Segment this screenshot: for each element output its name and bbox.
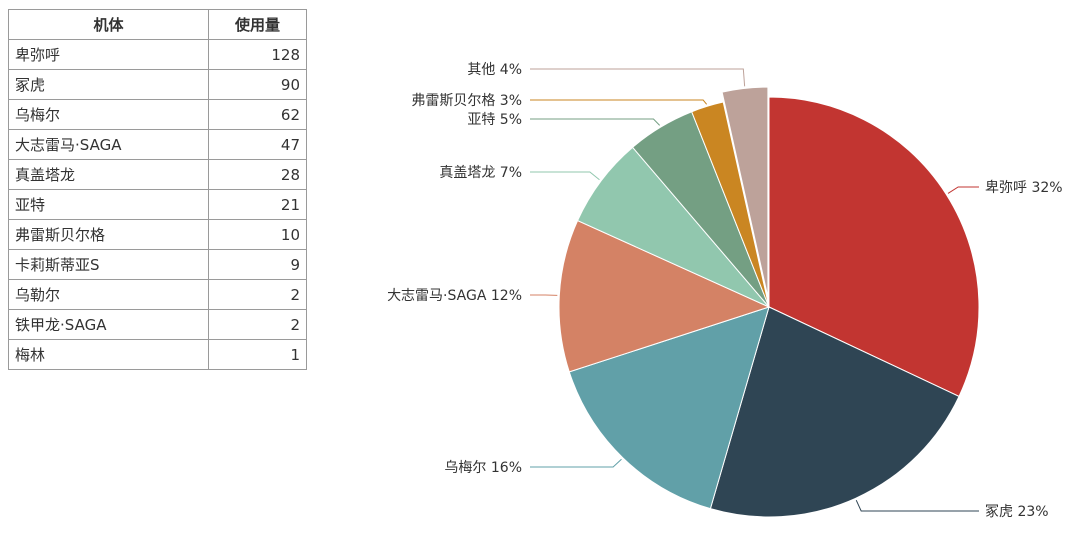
pie-slice — [568, 306, 770, 510]
slice-label-name: 亚特 — [467, 112, 495, 128]
slice-label: 卑弥呼 32% — [985, 179, 1063, 196]
leader-line — [855, 500, 979, 512]
leader-line — [530, 458, 622, 468]
pie-slice — [768, 96, 980, 398]
table-row: 冢虎 90 — [8, 69, 307, 100]
slice-label-percent: 7% — [500, 165, 522, 181]
row-name-cell: 梅林 — [8, 339, 209, 370]
row-count-cell: 47 — [208, 129, 307, 160]
row-name-cell: 乌梅尔 — [8, 99, 209, 130]
usage-table: 机体 使用量 卑弥呼 128 冢虎 90 乌梅尔 62 大志雷马·SAGA 47 真盖塔龙 28 亚… — [8, 9, 307, 370]
slice-label-percent: 16% — [491, 460, 522, 476]
row-name-cell: 真盖塔龙 — [8, 159, 209, 190]
table-row: 真盖塔龙 28 — [8, 159, 307, 190]
slice-label-name: 乌梅尔 — [444, 460, 486, 476]
column-header-count: 使用量 — [208, 9, 307, 40]
table-body: 卑弥呼 128 冢虎 90 乌梅尔 62 大志雷马·SAGA 47 真盖塔龙 28 亚特 21 弗雷斯贝… — [8, 39, 307, 370]
pie-slices — [558, 86, 980, 518]
pie-slice — [721, 86, 769, 298]
pie-slice — [558, 219, 771, 373]
slice-label-name: 其他 — [467, 62, 495, 78]
slice-label-percent: 5% — [500, 112, 522, 128]
row-name-cell: 卡莉斯蒂亚S — [8, 249, 209, 280]
row-count-cell: 2 — [208, 309, 307, 340]
slice-label: 大志雷马·SAGA 12% — [387, 288, 522, 304]
table-row: 亚特 21 — [8, 189, 307, 220]
slice-label-name: 弗雷斯贝尔格 — [411, 93, 495, 109]
row-name-cell: 弗雷斯贝尔格 — [8, 219, 209, 250]
slice-label-name: 真盖塔龙 — [439, 165, 495, 181]
row-count-cell: 128 — [208, 39, 307, 70]
leader-line — [947, 186, 979, 194]
table-row: 弗雷斯贝尔格 10 — [8, 219, 307, 250]
row-count-cell: 21 — [208, 189, 307, 220]
row-count-cell: 10 — [208, 219, 307, 250]
leader-line — [530, 118, 661, 126]
table-row: 梅林 1 — [8, 339, 307, 370]
leader-line — [530, 68, 746, 87]
table-row: 大志雷马·SAGA 47 — [8, 129, 307, 160]
slice-label-name: 大志雷马·SAGA — [387, 288, 487, 304]
table-header-row: 机体 使用量 — [8, 9, 307, 40]
slice-label-percent: 32% — [1031, 180, 1062, 196]
slice-label-percent: 4% — [500, 62, 522, 78]
row-name-cell: 乌勒尔 — [8, 279, 209, 310]
slice-label-name: 冢虎 — [985, 504, 1013, 520]
row-name-cell: 亚特 — [8, 189, 209, 220]
slice-label-percent: 3% — [500, 93, 522, 109]
row-name-cell: 大志雷马·SAGA — [8, 129, 209, 160]
slice-label-name: 卑弥呼 — [985, 179, 1027, 196]
row-count-cell: 62 — [208, 99, 307, 130]
pie-slice — [709, 306, 960, 518]
slice-label: 冢虎 23% — [985, 504, 1049, 520]
pie-slice — [691, 101, 770, 308]
row-count-cell: 28 — [208, 159, 307, 190]
row-count-cell: 1 — [208, 339, 307, 370]
table-row: 乌梅尔 62 — [8, 99, 307, 130]
table-row: 乌勒尔 2 — [8, 279, 307, 310]
slice-label: 亚特 5% — [467, 112, 522, 128]
slice-label: 弗雷斯贝尔格 3% — [411, 93, 522, 109]
slice-label: 其他 4% — [467, 62, 522, 78]
leader-line — [530, 99, 708, 105]
column-header-name: 机体 — [8, 9, 209, 40]
table-row: 卡莉斯蒂亚S 9 — [8, 249, 307, 280]
row-name-cell: 铁甲龙·SAGA — [8, 309, 209, 340]
slice-label-percent: 23% — [1017, 504, 1048, 520]
leader-line — [530, 171, 600, 181]
slice-label: 真盖塔龙 7% — [439, 165, 522, 181]
slice-label-percent: 12% — [491, 288, 522, 304]
pie-labels: 卑弥呼 32% 冢虎 23% 乌梅尔 16% 大志雷马·SAGA 12% 真盖塔龙 7%… — [387, 62, 1063, 520]
slice-label: 乌梅尔 16% — [444, 460, 522, 476]
table-row: 铁甲龙·SAGA 2 — [8, 309, 307, 340]
row-count-cell: 90 — [208, 69, 307, 100]
